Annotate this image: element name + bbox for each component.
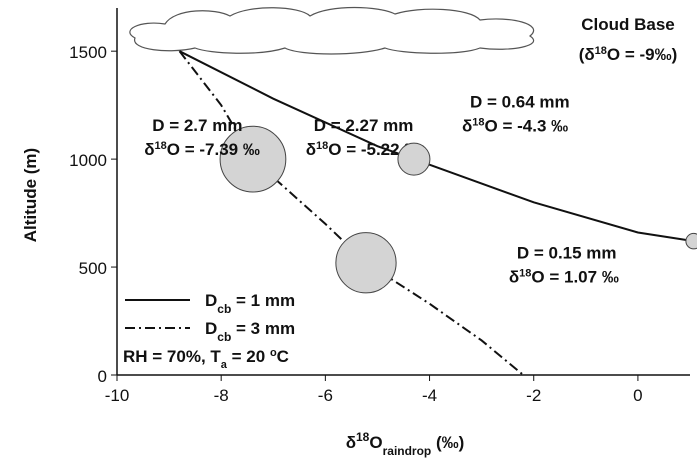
x-tick-label: -10 — [105, 386, 130, 405]
text-part: = 1 mm — [231, 291, 295, 310]
text-part: D — [205, 319, 217, 338]
text-part: 18 — [356, 430, 370, 444]
x-axis-label: δ18Oraindrop (‰) — [346, 430, 465, 458]
text-part: O = -9‰) — [607, 45, 677, 64]
text-part: raindrop — [383, 444, 432, 458]
bubble-label: δ18O = -7.39 ‰ — [144, 140, 260, 159]
legend-label: Dcb = 3 mm — [205, 319, 295, 344]
text-part: RH = 70%, T — [123, 347, 221, 366]
text-part: (δ — [579, 45, 595, 64]
text-part: δ — [306, 140, 316, 159]
text-part: 18 — [595, 45, 607, 57]
text-part: O = -4.3 ‰ — [485, 116, 569, 135]
chart: -10-8-6-4-20050010001500δ18Oraindrop (‰)… — [0, 0, 697, 463]
text-part: cb — [217, 330, 231, 344]
bubble-label: δ18O = 1.07 ‰ — [509, 267, 619, 286]
bubble — [398, 143, 430, 175]
bubble — [336, 233, 396, 293]
text-part: O = 1.07 ‰ — [531, 267, 618, 286]
x-tick-label: -4 — [422, 386, 437, 405]
text-part: δ — [144, 140, 154, 159]
cloud-title: Cloud Base — [581, 15, 675, 34]
bubble-label: D = 2.27 mm — [314, 116, 414, 135]
x-tick-label: 0 — [633, 386, 642, 405]
bubble-label: D = 0.15 mm — [517, 243, 617, 262]
text-part: cb — [217, 302, 231, 316]
bubble-label: δ18O = -4.3 ‰ — [462, 116, 568, 135]
cloud-shape — [130, 8, 534, 55]
condition-note: RH = 70%, Ta = 20 oC — [123, 347, 289, 371]
y-tick-label: 1000 — [69, 151, 107, 170]
bubble-label: D = 2.7 mm — [152, 116, 242, 135]
legend-label: Dcb = 1 mm — [205, 291, 295, 316]
y-tick-label: 0 — [98, 367, 107, 386]
bubble — [686, 233, 697, 248]
bubble — [220, 126, 286, 192]
text-part: 18 — [472, 116, 484, 128]
x-tick-label: -8 — [214, 386, 229, 405]
text-part: 18 — [155, 140, 167, 152]
text-part: C — [277, 347, 289, 366]
text-part: (‰) — [431, 433, 464, 452]
y-axis-label: Altitude (m) — [21, 148, 40, 242]
bubble-label: D = 0.64 mm — [470, 92, 570, 111]
text-part: δ — [346, 433, 356, 452]
text-part: O — [369, 433, 382, 452]
text-part: = 20 — [227, 347, 270, 366]
text-part: 18 — [316, 140, 328, 152]
text-part: δ — [462, 116, 472, 135]
y-tick-label: 1500 — [69, 43, 107, 62]
y-tick-label: 500 — [79, 259, 107, 278]
text-part: O = -7.39 ‰ — [167, 140, 260, 159]
cloud-note: (δ18O = -9‰) — [579, 45, 678, 64]
text-part: 18 — [519, 267, 531, 279]
text-part: D — [205, 291, 217, 310]
text-part: δ — [509, 267, 519, 286]
x-tick-label: -2 — [526, 386, 541, 405]
text-part: = 3 mm — [231, 319, 295, 338]
x-tick-label: -6 — [318, 386, 333, 405]
